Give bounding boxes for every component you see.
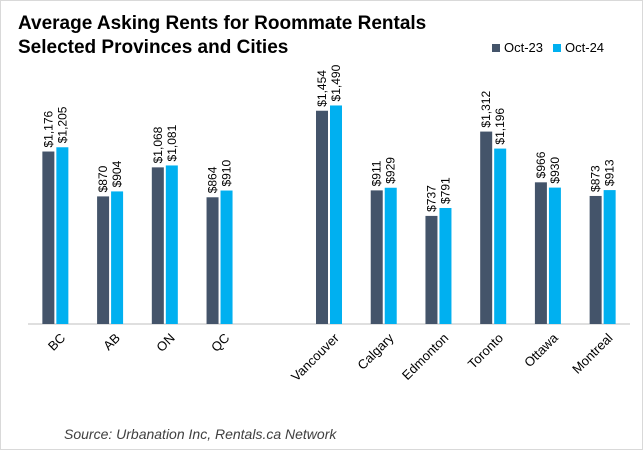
category-label-ab: AB bbox=[100, 330, 123, 353]
data-label-bc-oct-24: $1,205 bbox=[55, 106, 69, 143]
data-label-ab-oct-23: $870 bbox=[96, 165, 110, 192]
bar-montreal-oct-23 bbox=[589, 195, 602, 324]
bar-calgary-oct-24 bbox=[384, 187, 397, 324]
category-label-on: ON bbox=[153, 330, 177, 354]
data-label-bc-oct-23: $1,176 bbox=[41, 110, 55, 147]
category-label-montreal: Montreal bbox=[569, 330, 615, 376]
bar-bc-oct-23 bbox=[42, 151, 55, 324]
chart-legend: Oct-23 Oct-24 bbox=[492, 40, 604, 55]
chart-title-line-1: Average Asking Rents for Roommate Rental… bbox=[18, 13, 427, 34]
category-label-calgary: Calgary bbox=[354, 330, 397, 373]
category-label-ottawa: Ottawa bbox=[521, 330, 561, 370]
data-label-montreal-oct-24: $913 bbox=[603, 159, 617, 186]
bar-toronto-oct-24 bbox=[494, 148, 507, 324]
chart-title: Average Asking Rents for Roommate Rental… bbox=[18, 12, 478, 60]
data-label-ottawa-oct-24: $930 bbox=[548, 157, 562, 184]
legend-swatch-oct-24 bbox=[553, 43, 562, 52]
bar-edmonton-oct-24 bbox=[439, 207, 452, 324]
category-label-edmonton: Edmonton bbox=[399, 330, 452, 383]
bar-ab-oct-23 bbox=[97, 196, 110, 324]
data-label-edmonton-oct-24: $791 bbox=[438, 177, 452, 204]
bar-vancouver-oct-23 bbox=[316, 110, 328, 324]
legend-item-oct-23: Oct-23 bbox=[492, 40, 543, 55]
data-label-calgary-oct-23: $911 bbox=[370, 160, 384, 186]
bar-edmonton-oct-23 bbox=[425, 215, 438, 324]
bar-calgary-oct-23 bbox=[370, 190, 383, 324]
bar-montreal-oct-24 bbox=[603, 190, 616, 324]
data-label-on-oct-24: $1,081 bbox=[165, 124, 179, 161]
category-label-qc: QC bbox=[208, 330, 232, 354]
data-label-on-oct-23: $1,068 bbox=[151, 126, 165, 163]
bar-ottawa-oct-24 bbox=[548, 187, 561, 324]
category-label-toronto: Toronto bbox=[465, 330, 506, 371]
data-label-qc-oct-24: $910 bbox=[220, 160, 234, 187]
bar-ab-oct-24 bbox=[111, 191, 124, 324]
category-label-vancouver: Vancouver bbox=[288, 330, 342, 384]
data-label-qc-oct-23: $864 bbox=[206, 166, 220, 193]
bar-on-oct-23 bbox=[151, 167, 164, 324]
legend-label-oct-23: Oct-23 bbox=[504, 40, 544, 55]
bar-toronto-oct-23 bbox=[480, 131, 493, 324]
bar-vancouver-oct-24 bbox=[330, 105, 342, 324]
data-label-montreal-oct-23: $873 bbox=[589, 165, 603, 192]
data-label-ottawa-oct-23: $966 bbox=[534, 151, 548, 178]
bar-qc-oct-24 bbox=[220, 190, 233, 324]
data-label-toronto-oct-23: $1,312 bbox=[479, 91, 493, 128]
bar-on-oct-24 bbox=[165, 165, 178, 324]
bar-qc-oct-23 bbox=[206, 197, 219, 324]
data-label-edmonton-oct-23: $737 bbox=[424, 185, 438, 212]
bar-bc-oct-24 bbox=[56, 147, 69, 324]
data-label-calgary-oct-24: $929 bbox=[384, 157, 398, 184]
legend-label-oct-24: Oct-24 bbox=[565, 40, 605, 55]
category-label-bc: BC bbox=[45, 330, 68, 353]
bar-ottawa-oct-23 bbox=[534, 182, 547, 324]
data-label-toronto-oct-24: $1,196 bbox=[493, 108, 507, 145]
legend-item-oct-24: Oct-24 bbox=[553, 40, 604, 55]
data-label-vancouver-oct-24: $1,490 bbox=[329, 64, 343, 101]
source-note: Source: Urbanation Inc, Rentals.ca Netwo… bbox=[64, 426, 337, 442]
data-label-vancouver-oct-23: $1,454 bbox=[315, 70, 329, 107]
data-label-ab-oct-24: $904 bbox=[110, 160, 124, 187]
legend-swatch-oct-23 bbox=[492, 43, 500, 52]
chart-title-line-2: Selected Provinces and Cities bbox=[18, 37, 289, 58]
